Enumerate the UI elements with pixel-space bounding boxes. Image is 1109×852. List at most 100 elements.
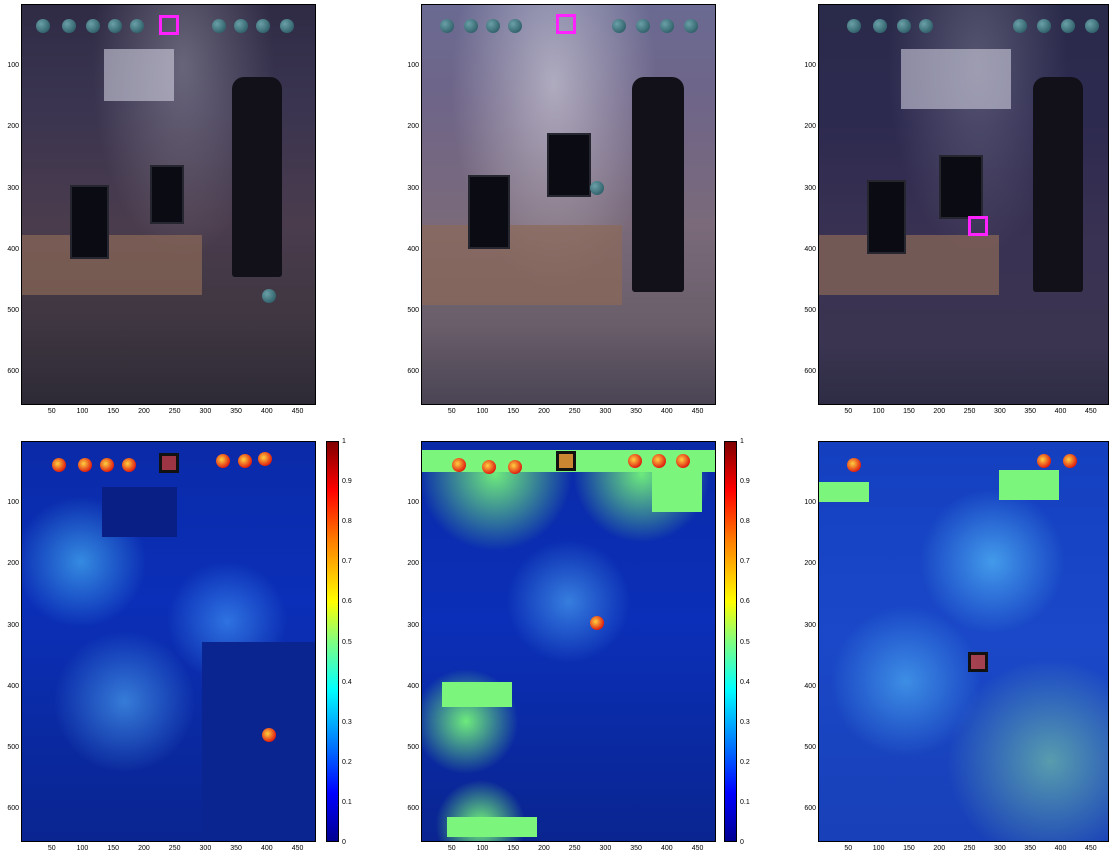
monitor	[468, 175, 510, 249]
y-tick-label: 600	[407, 368, 419, 376]
x-tick-label: 200	[933, 845, 946, 852]
x-tick-label: 450	[291, 408, 304, 415]
low-region	[422, 442, 715, 450]
y-tick-label: 600	[407, 805, 419, 813]
y-tick-label: 400	[407, 245, 419, 253]
colorbar-tick-label: 0.2	[740, 758, 750, 766]
camera-image-top-middle	[421, 4, 716, 405]
x-tick-label: 100	[872, 408, 885, 415]
ball	[108, 19, 122, 33]
ball	[130, 19, 144, 33]
x-tick-label: 350	[230, 408, 242, 415]
outlier-region	[819, 482, 869, 502]
colorbar-tick-label: 0.1	[342, 798, 352, 806]
hot-ball	[262, 728, 276, 742]
x-tick-label: 100	[476, 845, 489, 852]
x-tick-label: 50	[47, 845, 56, 852]
camera-image-top-left	[21, 4, 316, 405]
hot-ball	[847, 458, 861, 472]
y-tick-label: 600	[804, 805, 816, 813]
ball	[873, 19, 887, 33]
person	[632, 77, 684, 292]
x-tick-label: 150	[107, 408, 120, 415]
y-tick-label: 600	[7, 368, 19, 376]
ball	[919, 19, 933, 33]
detection-marker	[556, 14, 576, 34]
detection-marker	[556, 451, 576, 471]
y-tick-label: 500	[407, 307, 419, 315]
ball	[86, 19, 100, 33]
x-tick-label: 450	[1084, 408, 1097, 415]
x-tick-label: 300	[599, 408, 612, 415]
heatmap-bottom-right	[818, 441, 1109, 842]
x-tick-label: 150	[903, 845, 915, 852]
x-tick-label: 300	[199, 408, 212, 415]
x-tick-label: 450	[691, 408, 704, 415]
x-tick-label: 450	[691, 845, 704, 852]
x-tick-label: 250	[168, 408, 181, 415]
ball	[684, 19, 698, 33]
y-tick-label: 500	[804, 307, 816, 315]
y-tick-label: 100	[804, 499, 816, 507]
colorbar-tick-label: 0.3	[740, 718, 750, 726]
ball	[440, 19, 454, 33]
y-tick-label: 400	[7, 682, 19, 690]
y-tick-label: 200	[407, 560, 419, 568]
x-tick-label: 150	[903, 408, 915, 415]
ball	[1037, 19, 1051, 33]
ball	[1061, 19, 1075, 33]
person	[232, 77, 282, 277]
hot-ball	[238, 454, 252, 468]
colorbar-tick-label: 1	[740, 438, 744, 445]
y-tick-label: 300	[7, 621, 19, 629]
x-tick-label: 350	[230, 845, 242, 852]
x-tick-label: 400	[1054, 845, 1067, 852]
x-tick-label: 50	[47, 408, 56, 415]
colorbar-tick-label: 0.6	[740, 598, 750, 606]
y-tick-label: 600	[804, 368, 816, 376]
x-tick-label: 200	[138, 845, 150, 852]
colorbar-tick-label: 0.7	[342, 558, 352, 566]
monitor	[547, 133, 591, 197]
ball	[62, 19, 76, 33]
y-tick-label: 600	[7, 805, 19, 813]
colorbar-tick-label: 1	[342, 438, 346, 445]
colorbar-tick-label: 0	[342, 839, 346, 846]
colorbar-tick-label: 0.6	[342, 598, 352, 606]
y-tick-label: 200	[7, 560, 19, 568]
colorbar-tick-label: 0.2	[342, 758, 352, 766]
colorbar-tick-label: 0.4	[342, 678, 352, 686]
colorbar-tick-label: 0.5	[342, 638, 352, 646]
hot-ball	[1037, 454, 1051, 468]
x-tick-label: 250	[568, 408, 581, 415]
y-tick-label: 200	[804, 123, 816, 131]
x-tick-label: 350	[630, 408, 642, 415]
colorbar-tick-label: 0.8	[740, 518, 750, 526]
y-tick-label: 400	[804, 245, 816, 253]
x-tick-label: 50	[447, 845, 456, 852]
colorbar-middle	[724, 441, 737, 842]
ball	[234, 19, 248, 33]
ball	[212, 19, 226, 33]
ball	[486, 19, 500, 33]
x-tick-label: 150	[107, 845, 120, 852]
desk	[819, 235, 999, 295]
detection-marker	[159, 453, 179, 473]
x-tick-label: 100	[872, 845, 885, 852]
heatmap-bottom-middle	[421, 441, 716, 842]
colorbar-tick-label: 0.8	[342, 518, 352, 526]
colorbar-tick-label: 0.9	[342, 478, 352, 486]
y-tick-label: 100	[804, 62, 816, 70]
x-tick-label: 450	[291, 845, 304, 852]
y-tick-label: 100	[407, 499, 419, 507]
y-tick-label: 500	[7, 744, 19, 752]
ball	[280, 19, 294, 33]
detection-marker	[968, 652, 988, 672]
ball	[1013, 19, 1027, 33]
x-tick-label: 150	[507, 408, 520, 415]
x-tick-label: 100	[76, 408, 89, 415]
whiteboard	[104, 49, 174, 101]
ball	[36, 19, 50, 33]
x-tick-label: 400	[660, 845, 673, 852]
y-tick-label: 100	[407, 62, 419, 70]
